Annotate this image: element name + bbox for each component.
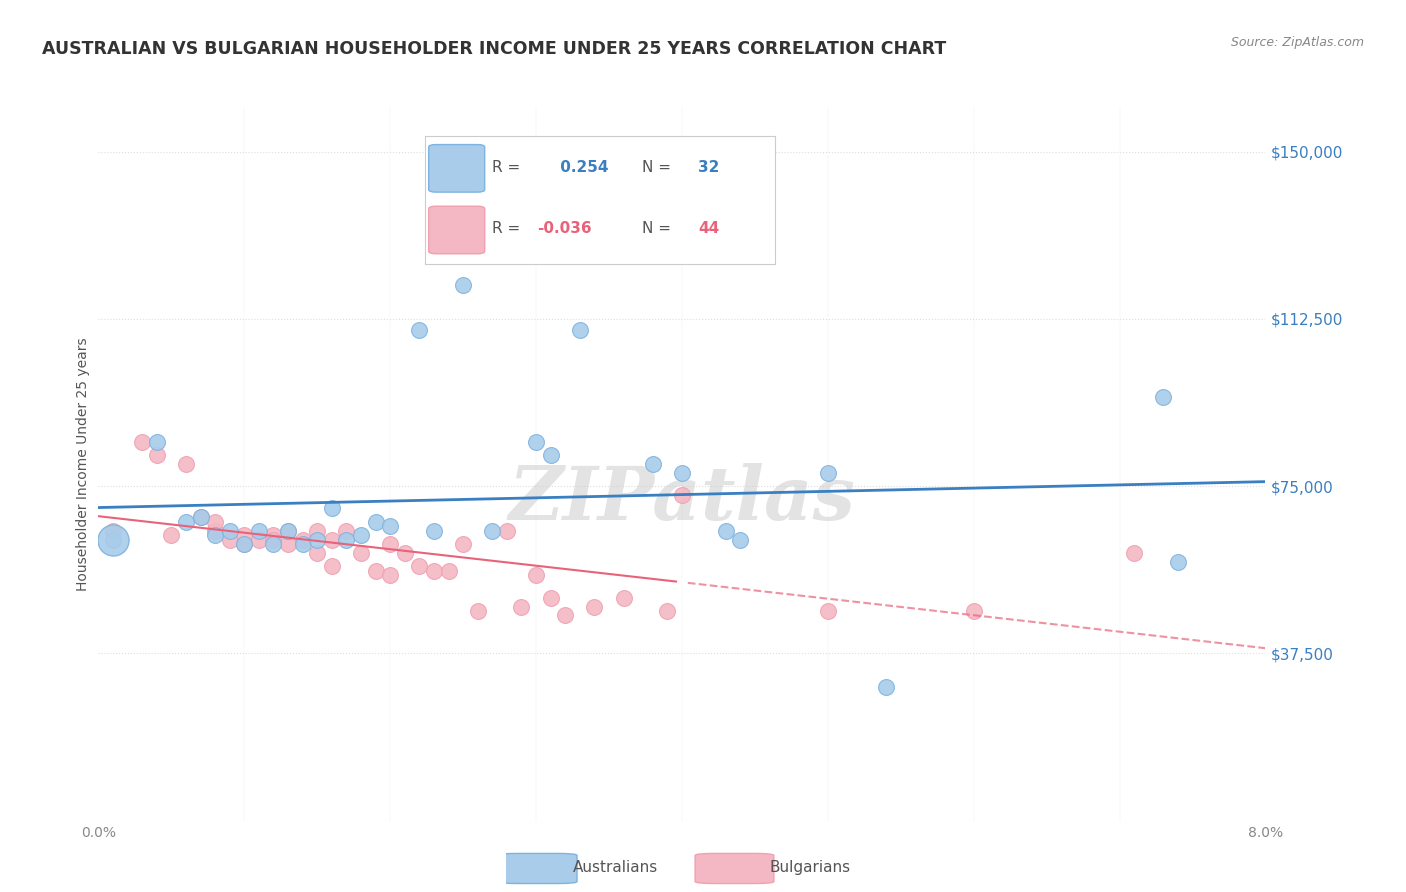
Point xyxy=(291,537,314,551)
FancyBboxPatch shape xyxy=(498,854,576,883)
Point xyxy=(380,537,402,551)
Point xyxy=(423,564,446,578)
Point xyxy=(364,515,387,529)
Point xyxy=(146,434,169,449)
Point xyxy=(247,524,270,538)
Point xyxy=(730,533,752,547)
Point xyxy=(174,457,197,471)
FancyBboxPatch shape xyxy=(695,854,773,883)
Point xyxy=(714,524,737,538)
Point xyxy=(321,533,343,547)
Point xyxy=(962,604,984,618)
Point xyxy=(408,559,430,574)
Point xyxy=(204,528,226,542)
Point xyxy=(467,604,489,618)
Point xyxy=(481,524,503,538)
Point xyxy=(408,323,430,337)
Point xyxy=(875,680,897,694)
Point xyxy=(335,524,357,538)
Point xyxy=(101,524,124,538)
Text: AUSTRALIAN VS BULGARIAN HOUSEHOLDER INCOME UNDER 25 YEARS CORRELATION CHART: AUSTRALIAN VS BULGARIAN HOUSEHOLDER INCO… xyxy=(42,40,946,58)
Point xyxy=(321,559,343,574)
Point xyxy=(262,537,284,551)
Point xyxy=(612,591,634,605)
Point xyxy=(496,524,519,538)
Point xyxy=(423,524,446,538)
Point xyxy=(291,533,314,547)
Point xyxy=(1167,555,1189,569)
Point xyxy=(641,457,664,471)
Point xyxy=(394,546,416,560)
Point xyxy=(335,533,357,547)
Point xyxy=(657,604,679,618)
Point xyxy=(204,515,226,529)
Point xyxy=(437,564,460,578)
Point xyxy=(817,604,839,618)
Point xyxy=(568,323,591,337)
Point xyxy=(233,537,256,551)
Point xyxy=(277,537,299,551)
Point xyxy=(1123,546,1146,560)
Point xyxy=(190,510,212,524)
Point xyxy=(1152,390,1174,404)
Point xyxy=(233,537,256,551)
Point xyxy=(262,533,284,547)
Text: ZIPatlas: ZIPatlas xyxy=(509,463,855,536)
Point xyxy=(583,599,606,614)
Point xyxy=(380,519,402,533)
Point xyxy=(247,533,270,547)
Text: Source: ZipAtlas.com: Source: ZipAtlas.com xyxy=(1230,36,1364,49)
Point xyxy=(364,564,387,578)
Point xyxy=(131,434,153,449)
Point xyxy=(262,528,284,542)
Point xyxy=(671,488,693,502)
Point xyxy=(540,448,562,462)
Point xyxy=(218,524,240,538)
Point xyxy=(218,533,240,547)
Point xyxy=(174,515,197,529)
Point xyxy=(307,533,329,547)
Point xyxy=(524,434,547,449)
Point xyxy=(510,599,533,614)
Point xyxy=(101,533,124,547)
Y-axis label: Householder Income Under 25 years: Householder Income Under 25 years xyxy=(76,337,90,591)
Point xyxy=(101,533,124,547)
Point xyxy=(204,524,226,538)
Point xyxy=(307,546,329,560)
Point xyxy=(277,524,299,538)
Point xyxy=(233,528,256,542)
Point xyxy=(554,608,576,623)
Point xyxy=(190,510,212,524)
Point xyxy=(277,524,299,538)
Point xyxy=(540,591,562,605)
Point xyxy=(321,501,343,516)
Point xyxy=(817,466,839,480)
Point xyxy=(451,537,474,551)
Text: Australians: Australians xyxy=(574,860,658,875)
Point xyxy=(350,528,373,542)
Point xyxy=(524,568,547,582)
Point xyxy=(451,278,474,293)
Point xyxy=(146,448,169,462)
Text: Bulgarians: Bulgarians xyxy=(770,860,851,875)
Point xyxy=(380,568,402,582)
Point xyxy=(671,466,693,480)
Point xyxy=(350,546,373,560)
Point xyxy=(307,524,329,538)
Point xyxy=(160,528,183,542)
